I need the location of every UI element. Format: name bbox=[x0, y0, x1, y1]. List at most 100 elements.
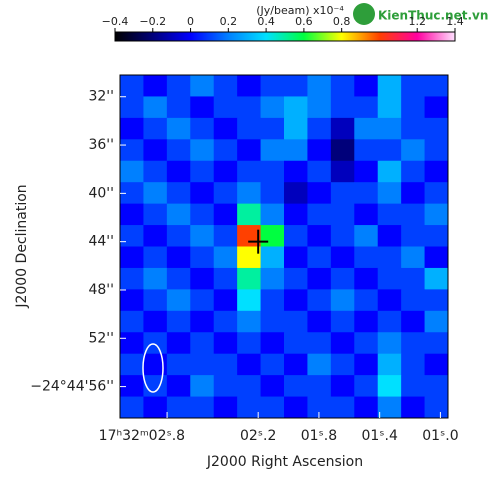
pixel bbox=[143, 289, 168, 312]
pixel bbox=[377, 139, 402, 162]
pixel bbox=[330, 289, 355, 312]
pixel bbox=[284, 396, 308, 419]
pixel bbox=[260, 182, 285, 205]
pixel bbox=[213, 182, 238, 205]
pixel bbox=[120, 267, 144, 290]
pixel bbox=[237, 203, 262, 226]
pixel bbox=[377, 310, 402, 333]
pixel bbox=[237, 289, 262, 312]
pixel bbox=[213, 396, 238, 419]
pixel bbox=[260, 246, 285, 269]
pixel bbox=[213, 96, 238, 119]
pixel bbox=[237, 396, 262, 419]
pixel bbox=[401, 225, 426, 247]
pixel bbox=[237, 182, 262, 205]
pixel bbox=[260, 225, 285, 247]
pixel bbox=[424, 139, 449, 162]
pixel bbox=[330, 160, 355, 183]
pixel bbox=[190, 75, 215, 97]
pixel bbox=[377, 267, 402, 290]
pixel bbox=[377, 332, 402, 355]
pixel bbox=[284, 203, 308, 226]
pixel bbox=[307, 75, 332, 97]
pixel bbox=[354, 396, 379, 419]
pixel bbox=[120, 75, 144, 97]
pixel bbox=[424, 117, 449, 140]
pixel bbox=[166, 75, 191, 97]
colorbar bbox=[114, 31, 456, 42]
pixel bbox=[330, 203, 355, 226]
pixel bbox=[330, 267, 355, 290]
colorbar-tick-label: 0.6 bbox=[295, 15, 313, 28]
pixel bbox=[166, 246, 191, 269]
pixel bbox=[237, 96, 262, 119]
pixel bbox=[143, 117, 168, 140]
pixel bbox=[120, 353, 144, 376]
pixel bbox=[307, 246, 332, 269]
pixel bbox=[284, 310, 308, 333]
pixel bbox=[354, 117, 379, 140]
pixel bbox=[330, 225, 355, 247]
pixel bbox=[213, 117, 238, 140]
pixel bbox=[166, 225, 191, 247]
pixel bbox=[143, 75, 168, 97]
pixel bbox=[190, 375, 215, 398]
pixel bbox=[284, 289, 308, 312]
colorbar-tick-label: 1.4 bbox=[446, 15, 464, 28]
pixel bbox=[284, 182, 308, 205]
pixel bbox=[190, 353, 215, 376]
pixel bbox=[307, 332, 332, 355]
pixel bbox=[424, 96, 449, 119]
pixel bbox=[284, 139, 308, 162]
pixel bbox=[424, 160, 449, 183]
pixel bbox=[120, 396, 144, 419]
pixel bbox=[401, 267, 426, 290]
pixel bbox=[260, 353, 285, 376]
pixel bbox=[166, 375, 191, 398]
pixel bbox=[424, 182, 449, 205]
x-tick-label: 17ʰ32ᵐ02ˢ.8 bbox=[99, 428, 185, 444]
pixel bbox=[237, 75, 262, 97]
pixel bbox=[330, 396, 355, 419]
pixel bbox=[354, 139, 379, 162]
pixel bbox=[424, 396, 449, 419]
pixel bbox=[354, 182, 379, 205]
pixel bbox=[120, 203, 144, 226]
pixel bbox=[424, 246, 449, 269]
pixel bbox=[237, 353, 262, 376]
pixel bbox=[377, 182, 402, 205]
pixel bbox=[354, 353, 379, 376]
colorbar-tick-label: 0.2 bbox=[220, 15, 238, 28]
pixel bbox=[377, 117, 402, 140]
pixel bbox=[284, 117, 308, 140]
pixel bbox=[307, 96, 332, 119]
y-axis-title: J2000 Declination bbox=[14, 184, 30, 308]
pixel bbox=[284, 332, 308, 355]
pixel bbox=[307, 225, 332, 247]
pixel bbox=[120, 139, 144, 162]
pixel bbox=[377, 225, 402, 247]
pixel bbox=[166, 289, 191, 312]
pixel bbox=[260, 160, 285, 183]
pixel bbox=[307, 289, 332, 312]
pixel bbox=[354, 160, 379, 183]
y-tick-label: 48'' bbox=[88, 282, 114, 298]
pixel bbox=[190, 139, 215, 162]
colorbar-tick-label: −0.2 bbox=[139, 15, 166, 28]
pixel bbox=[166, 267, 191, 290]
pixel bbox=[401, 289, 426, 312]
pixel bbox=[260, 375, 285, 398]
pixel bbox=[143, 96, 168, 119]
pixel bbox=[190, 117, 215, 140]
pixel bbox=[377, 246, 402, 269]
pixel bbox=[401, 332, 426, 355]
pixel bbox=[284, 246, 308, 269]
plot-frame bbox=[119, 74, 449, 419]
pixel bbox=[190, 246, 215, 269]
pixel bbox=[166, 310, 191, 333]
pixel bbox=[307, 267, 332, 290]
pixel bbox=[190, 96, 215, 119]
pixel bbox=[213, 289, 238, 312]
colorbar-label: (Jy/beam) x10⁻⁴ bbox=[256, 4, 344, 17]
